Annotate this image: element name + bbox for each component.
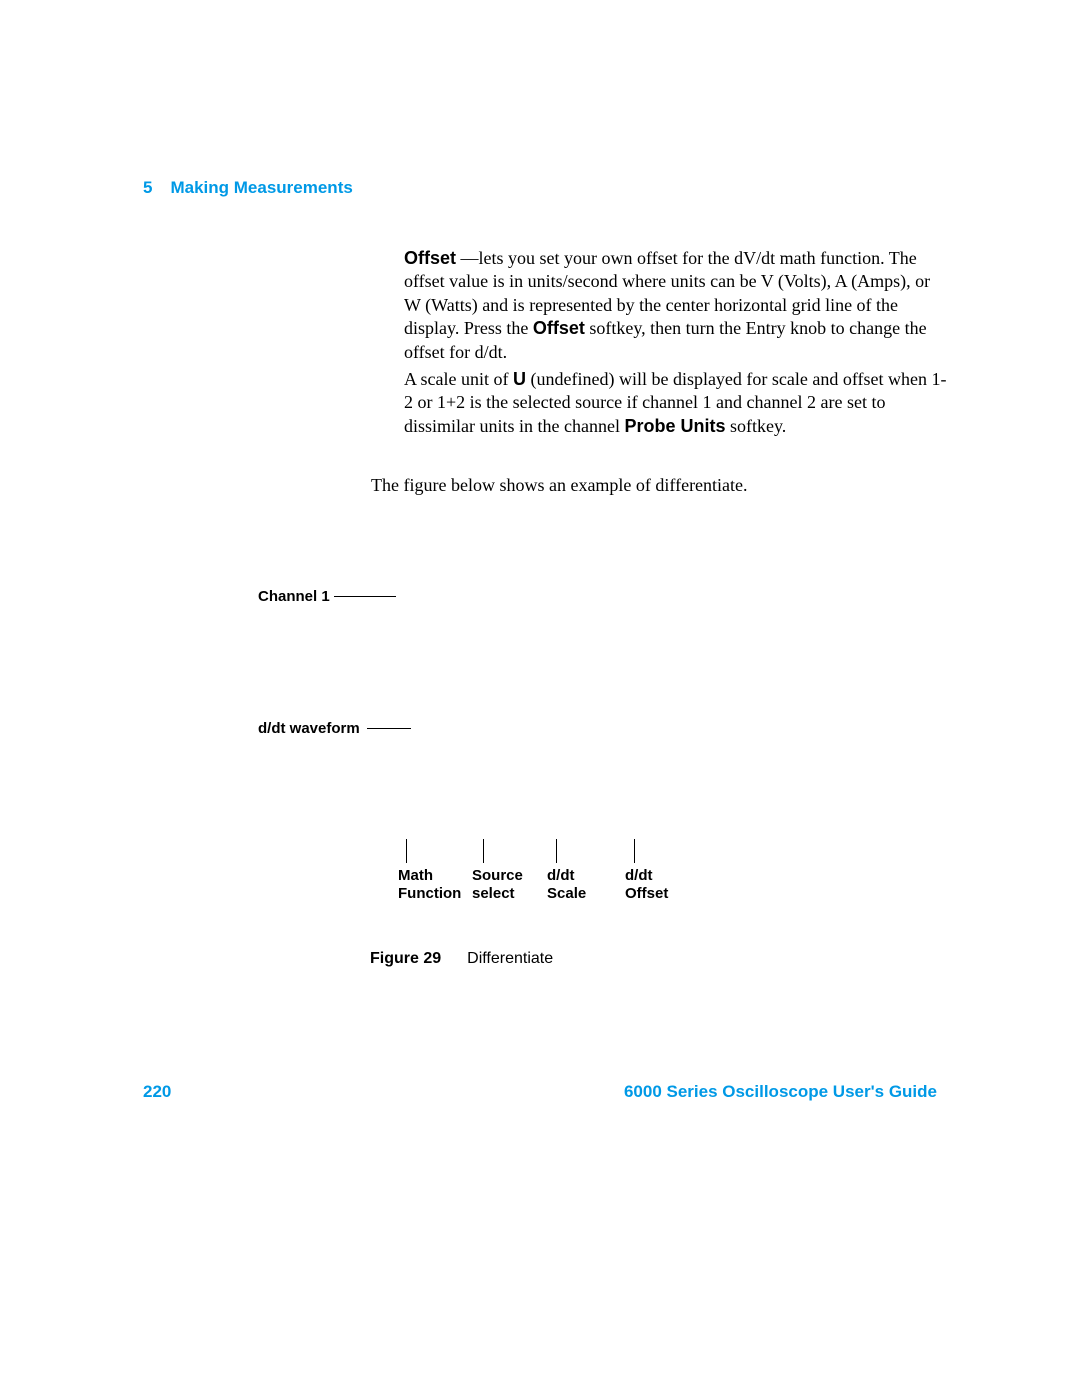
label-source-select: Source select: [472, 867, 523, 903]
chapter-header: 5 Making Measurements: [143, 178, 353, 198]
chapter-title: Making Measurements: [170, 178, 352, 197]
page-number: 220: [143, 1082, 171, 1102]
ddt-waveform-leader: [367, 728, 411, 729]
figure-title: Differentiate: [467, 950, 553, 967]
offset-softkey-bold: Offset: [533, 318, 585, 338]
offset-paragraph: Offset —lets you set your own offset for…: [404, 247, 949, 364]
guide-title: 6000 Series Oscilloscope User's Guide: [624, 1082, 937, 1102]
scale-unit-paragraph: A scale unit of U (undefined) will be di…: [404, 368, 949, 438]
channel-1-leader: [334, 596, 396, 597]
tick-ddt-offset: [634, 839, 635, 863]
label-math-function: Math Function: [398, 867, 461, 903]
p2-text-a: A scale unit of: [404, 369, 513, 389]
tick-source-select: [483, 839, 484, 863]
label-ddt-offset: d/dt Offset: [625, 867, 668, 903]
figure-number: Figure 29: [370, 950, 441, 967]
tick-ddt-scale: [556, 839, 557, 863]
channel-1-label: Channel 1: [258, 588, 330, 605]
figure-differentiate: Channel 1 d/dt waveform Math Function So…: [258, 544, 938, 914]
page-footer: 220 6000 Series Oscilloscope User's Guid…: [143, 1082, 937, 1102]
figure-intro-paragraph: The figure below shows an example of dif…: [371, 474, 916, 497]
figure-caption: Figure 29 Differentiate: [370, 950, 553, 968]
tick-math-function: [406, 839, 407, 863]
chapter-number: 5: [143, 178, 152, 197]
ddt-waveform-label: d/dt waveform: [258, 720, 360, 737]
p2-bold-u: U: [513, 369, 526, 389]
p2-text-c: softkey.: [725, 416, 786, 436]
p2-bold-probe: Probe Units: [624, 416, 725, 436]
offset-lead: Offset: [404, 248, 456, 268]
figure-intro-text: The figure below shows an example of dif…: [371, 475, 748, 495]
label-ddt-scale: d/dt Scale: [547, 867, 586, 903]
